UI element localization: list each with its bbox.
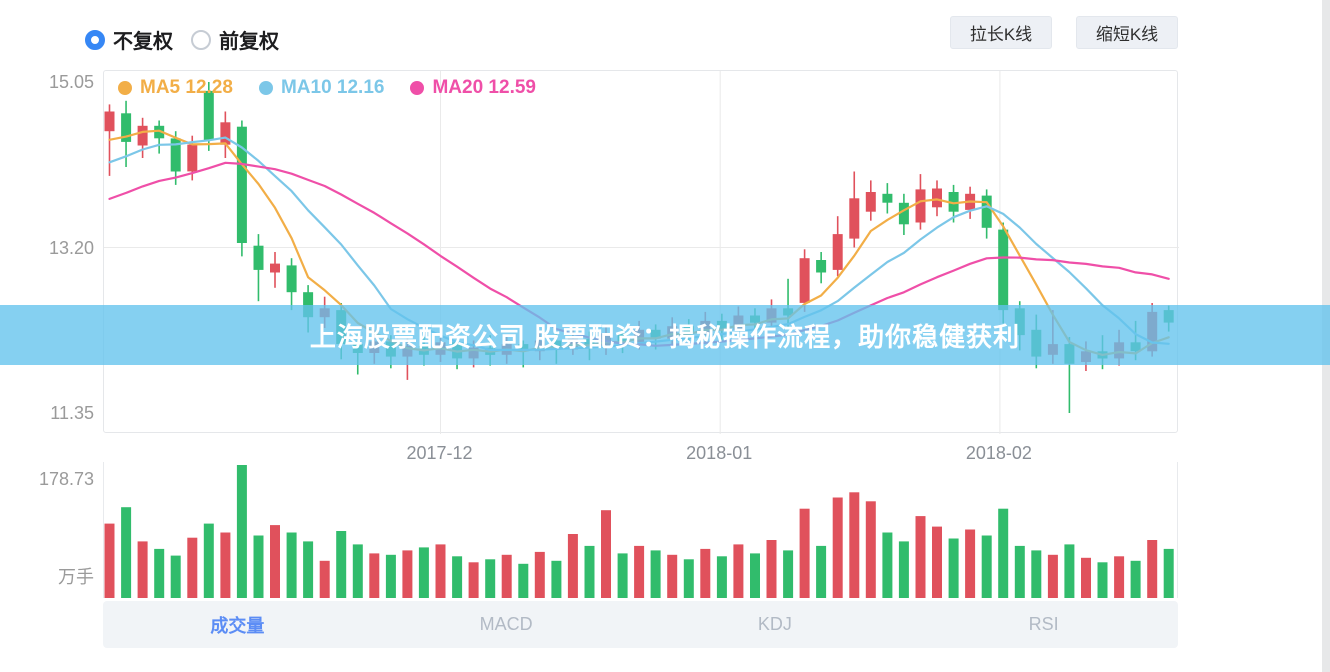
radio-forward-adjust[interactable]: 前复权 bbox=[191, 25, 279, 54]
y-tick-15-05: 15.05 bbox=[48, 72, 94, 92]
x-tick-2018-02: 2018-02 bbox=[965, 443, 1032, 463]
volume-unit-label: 万手 bbox=[58, 567, 94, 587]
promo-banner-text: 上海股票配资公司 股票配资：揭秘操作流程，助你稳健获利 bbox=[309, 321, 1021, 352]
indicator-tabbar: 成交量 MACD KDJ RSI bbox=[103, 601, 1178, 648]
volume-max-label: 178.73 bbox=[38, 469, 94, 489]
tab-rsi[interactable]: RSI bbox=[1028, 614, 1059, 634]
radio-no-adjust-label: 不复权 bbox=[113, 31, 173, 53]
tab-volume[interactable]: 成交量 bbox=[210, 615, 265, 636]
tab-kdj[interactable]: KDJ bbox=[757, 614, 792, 634]
radio-no-adjust[interactable]: 不复权 bbox=[85, 25, 173, 54]
stretch-kline-button[interactable]: 拉长K线 bbox=[950, 16, 1052, 49]
legend-ma20: MA20 12.59 bbox=[410, 77, 536, 99]
ma10-dot-icon bbox=[258, 81, 273, 95]
radio-forward-adjust-label: 前复权 bbox=[219, 31, 279, 53]
legend-ma10: MA10 12.16 bbox=[258, 77, 385, 99]
volume-chart[interactable] bbox=[103, 462, 1178, 598]
ma5-dot-icon bbox=[118, 81, 132, 95]
shrink-kline-button[interactable]: 缩短K线 bbox=[1076, 16, 1178, 49]
radio-unselected-icon[interactable] bbox=[191, 29, 211, 50]
tab-macd[interactable]: MACD bbox=[479, 614, 533, 634]
ma10-label: MA10 12.16 bbox=[280, 77, 385, 98]
candlestick-chart[interactable] bbox=[103, 70, 1179, 434]
x-tick-2018-01: 2018-01 bbox=[686, 443, 753, 463]
adjustment-radio-group: 不复权 前复权 bbox=[85, 25, 297, 54]
promo-banner-overlay: 上海股票配资公司 股票配资：揭秘操作流程，助你稳健获利 bbox=[0, 305, 1330, 365]
radio-selected-icon[interactable] bbox=[85, 29, 105, 50]
y-tick-13-20: 13.20 bbox=[48, 238, 94, 258]
ma20-dot-icon bbox=[410, 81, 425, 95]
ma5-label: MA5 12.28 bbox=[140, 77, 233, 98]
y-tick-11-35: 11.35 bbox=[50, 403, 94, 423]
ma-legend: MA5 12.28 MA10 12.16 MA20 12.59 bbox=[118, 77, 562, 99]
x-tick-2017-12: 2017-12 bbox=[406, 443, 473, 463]
legend-ma5: MA5 12.28 bbox=[118, 77, 233, 99]
ma20-label: MA20 12.59 bbox=[432, 77, 536, 98]
